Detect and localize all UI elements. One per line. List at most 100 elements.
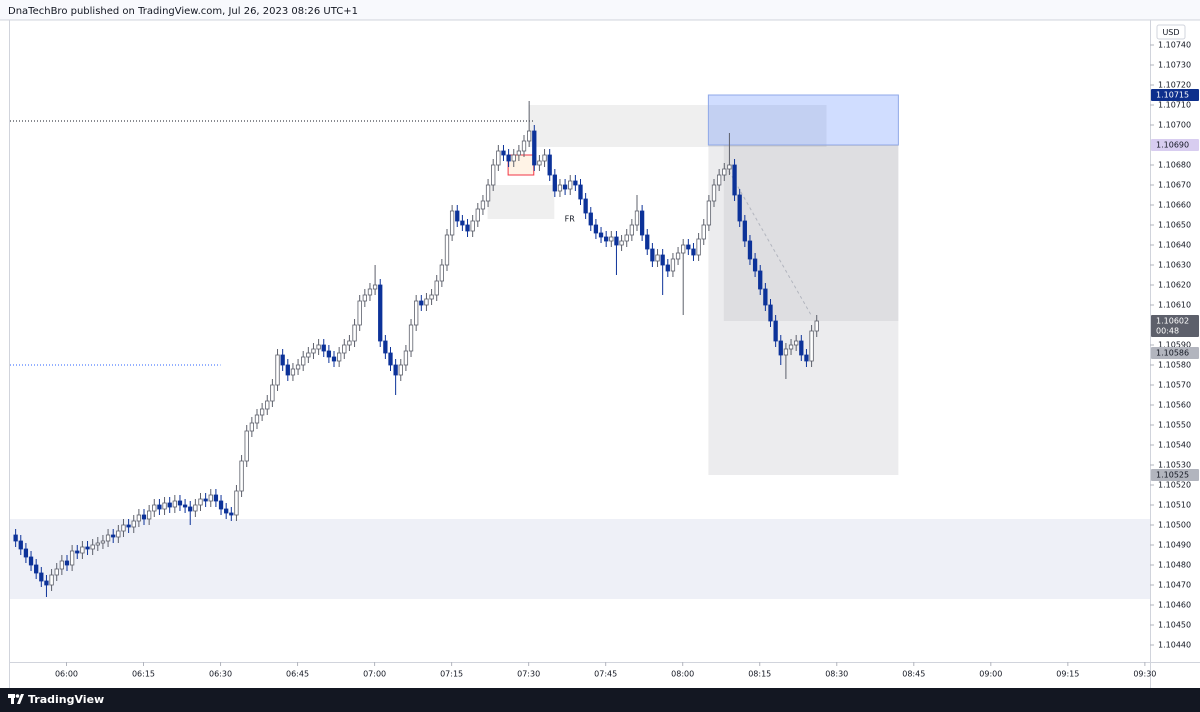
candle-body	[270, 384, 275, 402]
candle-body	[706, 200, 712, 226]
y-tick-label: 1.10670	[1158, 181, 1191, 190]
candle-body	[537, 160, 542, 166]
candle-body	[177, 500, 183, 506]
candle-body	[639, 210, 645, 236]
x-tick-label: 08:00	[671, 670, 694, 679]
candle-body	[562, 184, 568, 190]
candle-body	[54, 568, 59, 576]
candle-body	[501, 150, 506, 156]
candle-body	[105, 534, 111, 542]
candle-body	[157, 504, 162, 510]
candle-body	[126, 524, 131, 528]
candle-body	[747, 240, 753, 260]
candle-body	[485, 184, 491, 202]
candle-body	[193, 504, 198, 512]
drawn-line	[728, 170, 812, 316]
candle-body	[419, 300, 424, 306]
header-bar	[0, 0, 1200, 20]
candle-body	[85, 546, 90, 550]
y-tick-label: 1.10730	[1158, 61, 1191, 70]
candle-body	[167, 502, 172, 508]
candle-body	[23, 548, 29, 558]
x-tick-label: 09:00	[979, 670, 1002, 679]
candle-body	[557, 184, 563, 192]
logo-part	[11, 694, 14, 704]
candle-body	[763, 288, 768, 306]
candle-body	[347, 340, 352, 346]
candle-body	[229, 512, 234, 516]
currency-box[interactable]	[1156, 24, 1186, 40]
candle-body	[516, 150, 522, 156]
candle-body	[188, 506, 193, 512]
candle-body	[285, 364, 290, 376]
candle-body	[321, 344, 326, 352]
candle-body	[244, 430, 249, 462]
x-tick-label: 07:30	[517, 670, 540, 679]
candle-body	[290, 368, 296, 376]
candle-body	[814, 320, 819, 332]
footer-bar	[0, 688, 1200, 712]
candle-body	[203, 498, 208, 502]
candle-body	[470, 220, 475, 232]
candle-body	[311, 348, 316, 354]
candle-body	[301, 356, 306, 366]
y-tick-label: 1.10590	[1158, 341, 1191, 350]
price-tag	[1151, 469, 1199, 481]
candle-body	[809, 330, 814, 362]
currency-label: USD	[1162, 28, 1179, 37]
candle-body	[383, 340, 388, 354]
candle-body	[218, 500, 224, 510]
y-tick-label: 1.10650	[1158, 221, 1191, 230]
y-tick-label: 1.10610	[1158, 301, 1191, 310]
candle-body	[788, 344, 794, 350]
candle-body	[398, 364, 403, 376]
candle-body	[670, 258, 676, 272]
candle-body	[280, 354, 285, 366]
x-tick-label: 08:15	[748, 670, 771, 679]
price-tag	[1151, 139, 1199, 151]
candle-body	[393, 364, 398, 376]
candle-body	[362, 294, 367, 302]
x-tick-label: 06:15	[132, 670, 155, 679]
x-tick-label: 07:00	[363, 670, 386, 679]
candle-body	[732, 164, 737, 196]
candle-body	[213, 494, 219, 502]
candle-body	[367, 288, 373, 296]
candle-body	[198, 498, 203, 506]
candle-body	[13, 534, 18, 542]
x-tick-label: 06:00	[55, 670, 78, 679]
price-tag	[1151, 347, 1199, 359]
candle-body	[527, 130, 532, 142]
candle-body	[686, 244, 691, 250]
candle-body	[691, 248, 696, 256]
candle-body	[408, 324, 414, 352]
x-tick-label: 08:45	[902, 670, 925, 679]
candle-body	[95, 542, 100, 546]
y-tick-label: 1.10660	[1158, 201, 1191, 210]
candle-body	[547, 154, 552, 176]
candle-body	[414, 300, 419, 326]
candle-body	[778, 340, 783, 356]
candle-body	[357, 300, 362, 326]
candle-body	[378, 284, 383, 342]
candle-body	[511, 154, 516, 162]
y-tick-label: 1.10530	[1158, 461, 1191, 470]
candle-body	[506, 154, 511, 162]
candle-body	[326, 350, 332, 358]
y-tick-label: 1.10630	[1158, 261, 1191, 270]
candle-body	[660, 254, 665, 266]
candle-body	[449, 210, 455, 236]
y-tick-label: 1.10510	[1158, 501, 1191, 510]
candle-body	[254, 414, 260, 424]
x-tick-label: 06:30	[209, 670, 232, 679]
candle-body	[737, 194, 742, 222]
y-tick-label: 1.10720	[1158, 81, 1191, 90]
candle-body	[758, 270, 763, 290]
candle-body	[711, 184, 717, 202]
zone	[487, 185, 555, 219]
candle-body	[593, 224, 599, 234]
candle-body	[491, 164, 496, 186]
price-tag-label: 1.10602	[1156, 317, 1189, 326]
candle-body	[722, 168, 727, 176]
x-tick-label: 07:45	[594, 670, 617, 679]
